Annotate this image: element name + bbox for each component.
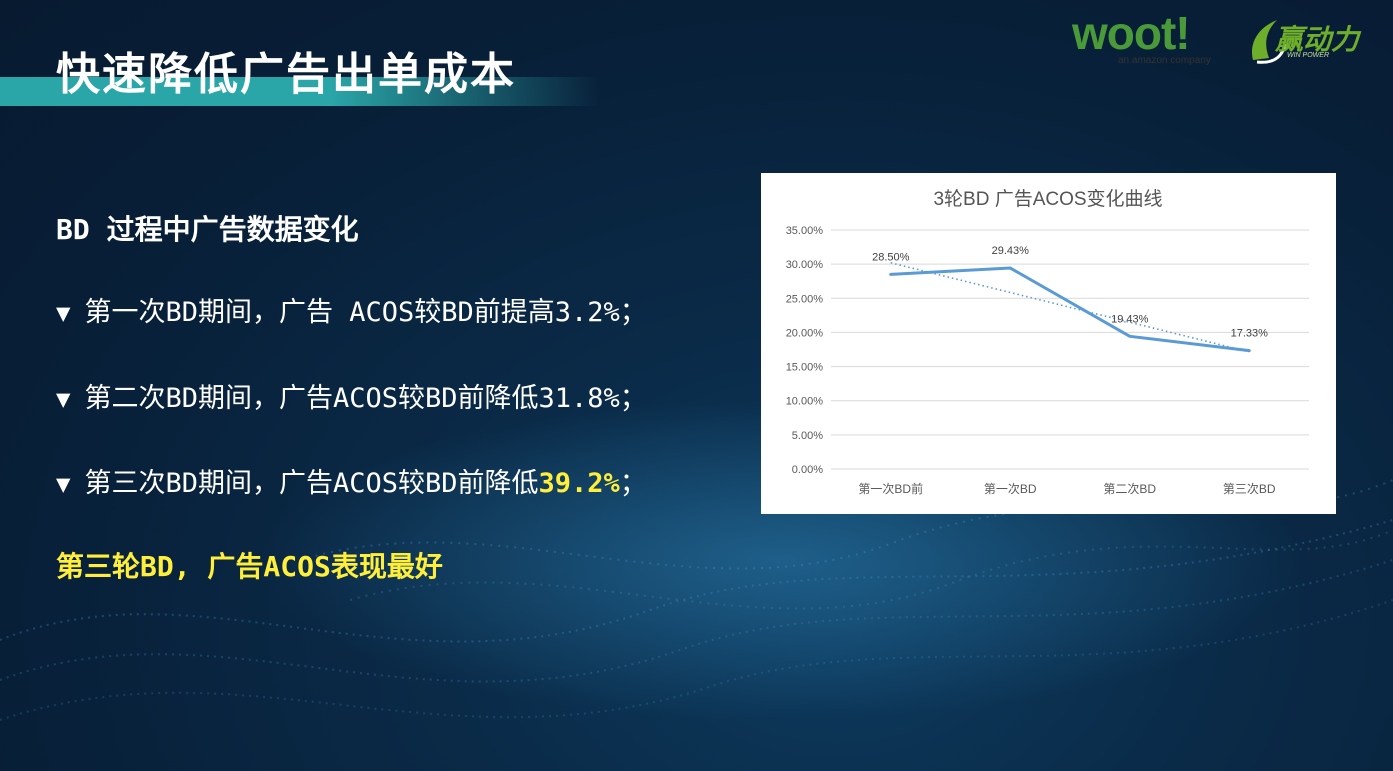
yingdongli-logo-text: 赢动力 — [1275, 23, 1360, 56]
x-tick-label: 第一次BD前 — [858, 481, 923, 496]
bullet-item-3: ▼ 第三次BD期间，广告ACOS较BD前降低39.2%； — [56, 461, 647, 500]
bullet-text: 第一次BD期间，广告 ACOS较BD前提高3.2%； — [84, 297, 647, 328]
acos-chart-svg: 3轮BD 广告ACOS变化曲线 0.00% 5.00% 10.00% 15.00% 20… — [786, 188, 1309, 496]
triangle-down-icon: ▼ — [56, 470, 71, 498]
woot-logo-text: woot! — [1072, 7, 1191, 59]
bullet-text: 第三次BD期间，广告ACOS较BD前降低 — [84, 468, 539, 499]
page-title: 快速降低广告出单成本 — [56, 49, 516, 100]
woot-logo-subtext: an amazon company — [1118, 55, 1211, 66]
y-tick-label: 25.00% — [786, 293, 824, 305]
bullet-item-1: ▼ 第一次BD期间，广告 ACOS较BD前提高3.2%； — [56, 290, 647, 329]
x-tick-label: 第一次BD — [984, 482, 1037, 496]
chart-title: 3轮BD 广告ACOS变化曲线 — [933, 188, 1162, 210]
bullet-text: 第二次BD期间，广告ACOS较BD前降低31.8%； — [84, 383, 647, 414]
series-line-acos — [889, 266, 1251, 353]
bullet-suffix: ； — [619, 468, 647, 499]
data-label: 19.43% — [1111, 313, 1149, 325]
x-tick-label: 第二次BD — [1103, 482, 1156, 496]
y-tick-label: 15.00% — [786, 362, 824, 374]
y-tick-label: 5.00% — [792, 430, 823, 442]
acos-chart: 3轮BD 广告ACOS变化曲线 0.00% 5.00% 10.00% 15.00% 20… — [761, 173, 1336, 514]
y-tick-label: 0.00% — [792, 464, 823, 476]
triangle-down-icon: ▼ — [56, 299, 71, 327]
bullet-highlight: 39.2% — [538, 468, 620, 499]
data-label: 28.50% — [872, 251, 910, 263]
conclusion-text: 第三轮BD, 广告ACOS表现最好 — [56, 550, 443, 583]
y-tick-label: 10.00% — [786, 396, 824, 408]
yingdongli-swoosh-icon — [1252, 20, 1287, 64]
woot-logo: woot! an amazon company — [1072, 7, 1232, 70]
data-label: 29.43% — [992, 245, 1030, 257]
triangle-down-icon: ▼ — [56, 385, 71, 413]
section-heading: BD 过程中广告数据变化 — [56, 213, 359, 246]
title-accent-bar — [0, 77, 600, 106]
bullet-item-2: ▼ 第二次BD期间，广告ACOS较BD前降低31.8%； — [56, 376, 647, 415]
y-tick-label: 30.00% — [786, 259, 824, 271]
y-tick-label: 20.00% — [786, 327, 824, 339]
data-label: 17.33% — [1231, 328, 1269, 340]
trendline — [890, 262, 1250, 353]
yingdongli-logo: 赢动力 WIN POWER — [1247, 14, 1365, 68]
x-tick-label: 第三次BD — [1223, 482, 1276, 496]
yingdongli-logo-subtext: WIN POWER — [1287, 52, 1329, 59]
y-tick-label: 35.00% — [786, 225, 824, 237]
